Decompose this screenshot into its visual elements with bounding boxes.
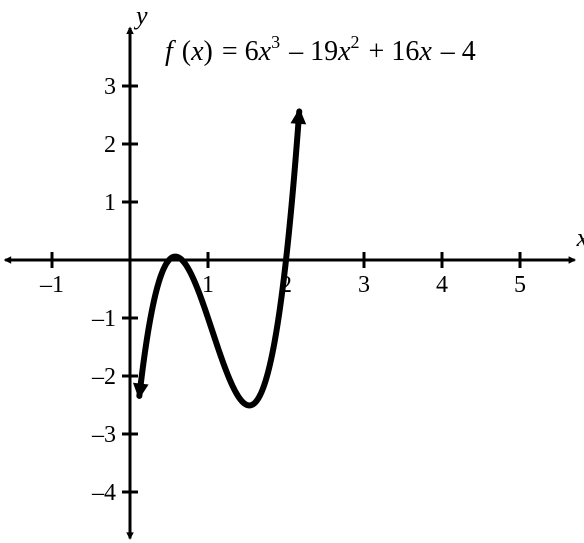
y-tick-label: –1 bbox=[91, 306, 116, 332]
cubic-curve bbox=[139, 111, 299, 405]
x-tick-label: –1 bbox=[39, 272, 64, 298]
y-tick-label: –4 bbox=[91, 480, 116, 506]
y-tick-label: 2 bbox=[104, 132, 116, 158]
x-axis-label: x bbox=[576, 223, 584, 252]
y-tick-label: –2 bbox=[91, 364, 116, 390]
y-tick-label: –3 bbox=[91, 422, 116, 448]
function-formula: f (x) = 6x3 – 19x2 + 16x – 4 bbox=[165, 32, 476, 67]
x-tick-label: 1 bbox=[202, 272, 214, 298]
cubic-function-plot: –112345123–1–2–3–4 xy f (x) = 6x3 – 19x2… bbox=[0, 0, 584, 543]
x-tick-label: 3 bbox=[358, 272, 370, 298]
y-tick-label: 3 bbox=[104, 74, 116, 100]
x-tick-label: 4 bbox=[436, 272, 448, 298]
function-curve bbox=[139, 111, 299, 405]
formula-text: f (x) = 6x3 – 19x2 + 16x – 4 bbox=[165, 32, 476, 67]
y-tick-label: 1 bbox=[104, 190, 116, 216]
y-axis-label: y bbox=[133, 1, 148, 30]
x-tick-label: 5 bbox=[514, 272, 526, 298]
